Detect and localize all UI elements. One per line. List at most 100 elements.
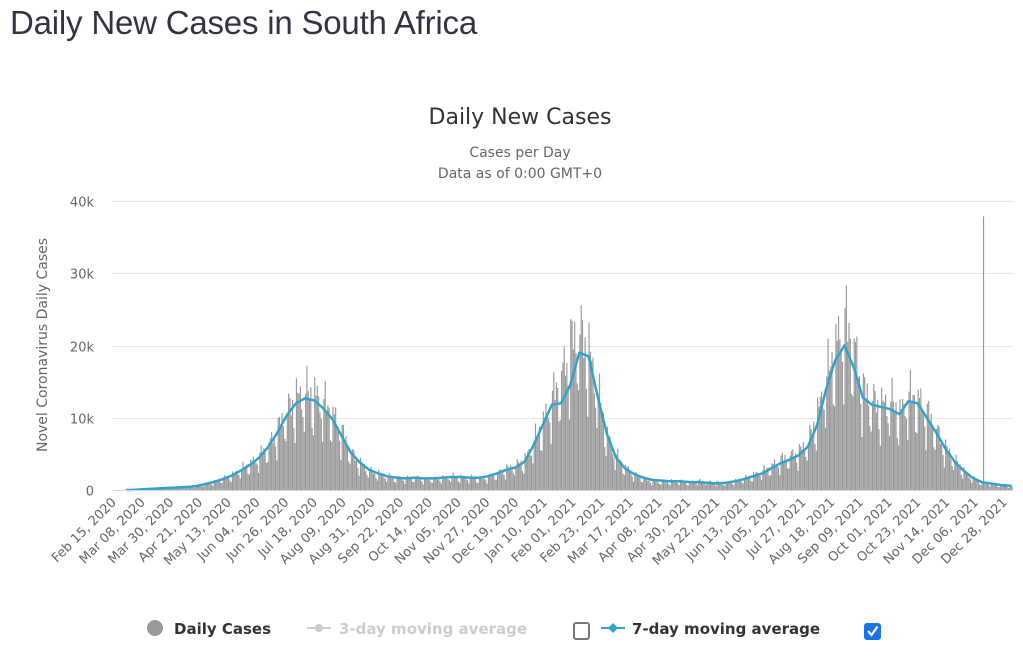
daily-case-bar [419, 478, 422, 490]
daily-case-bar [948, 448, 951, 490]
daily-case-bar [932, 426, 934, 490]
daily-case-bar [642, 482, 644, 490]
daily-case-bar [383, 477, 385, 490]
daily-case-bar [1011, 486, 1013, 490]
daily-case-bar [524, 453, 526, 490]
daily-case-bar [337, 429, 339, 490]
daily-case-bar [267, 462, 269, 490]
daily-case-bar [736, 480, 738, 490]
daily-case-bar [837, 316, 840, 490]
legend-item-daily-cases[interactable]: Daily Cases [147, 620, 271, 638]
daily-case-bar [353, 450, 355, 490]
daily-case-bar [662, 479, 665, 490]
seven-day-average-checkbox[interactable] [864, 623, 881, 640]
daily-case-bar [713, 483, 716, 490]
daily-case-bar [572, 349, 574, 490]
daily-case-bar [325, 411, 328, 490]
daily-case-bar [477, 482, 479, 490]
daily-case-bar [913, 395, 915, 490]
daily-case-bar [887, 423, 889, 490]
daily-case-bar [613, 458, 615, 490]
daily-case-bar [874, 390, 876, 490]
daily-case-bar [214, 480, 217, 490]
legend-item-3-day-average[interactable]: 3-day moving average [307, 620, 527, 638]
daily-case-bar [431, 482, 433, 490]
daily-case-bar [425, 477, 427, 490]
daily-case-bar [653, 480, 655, 490]
daily-case-bar [943, 467, 945, 490]
daily-case-bar [762, 470, 764, 490]
daily-case-bar [438, 477, 440, 490]
legend-item-7-day-average[interactable]: 7-day moving average [601, 620, 820, 638]
daily-case-bar [329, 440, 331, 490]
daily-case-bar [468, 483, 470, 490]
daily-case-bar [408, 479, 410, 490]
daily-case-bar [771, 463, 773, 490]
daily-case-bar [179, 487, 181, 490]
daily-case-bar [375, 478, 377, 490]
daily-case-bar [217, 479, 219, 490]
daily-case-bar [193, 488, 196, 490]
daily-case-bar [457, 481, 460, 490]
daily-case-bar [873, 383, 875, 490]
daily-case-bar [581, 320, 584, 490]
daily-case-bar [460, 474, 462, 490]
daily-case-bar [547, 418, 550, 490]
daily-case-bar [980, 485, 982, 490]
daily-case-bar [277, 417, 279, 490]
daily-case-bar [250, 459, 252, 490]
daily-case-bar [858, 375, 861, 490]
daily-case-bar [406, 475, 409, 490]
daily-case-bar [439, 481, 441, 490]
daily-case-bar [251, 462, 253, 490]
daily-case-bar [478, 477, 480, 490]
daily-case-bar [358, 475, 360, 490]
daily-case-bar [749, 475, 751, 490]
daily-case-bar [238, 474, 240, 490]
daily-case-bar [350, 451, 352, 490]
daily-case-bar [427, 477, 429, 490]
daily-case-bar [675, 482, 678, 490]
daily-case-bar [474, 478, 476, 490]
daily-case-bar [807, 442, 810, 490]
daily-case-bar [195, 485, 197, 490]
daily-case-bar [813, 421, 815, 490]
daily-case-bar [319, 412, 321, 490]
daily-case-bar [847, 341, 849, 490]
daily-case-bar [305, 394, 307, 490]
daily-case-bar [331, 441, 333, 490]
daily-case-bar [965, 471, 968, 490]
daily-case-bar [261, 455, 264, 490]
daily-case-bar [363, 463, 365, 490]
daily-case-bar [661, 481, 663, 490]
daily-case-bar [204, 483, 206, 490]
daily-case-bar [917, 389, 919, 490]
daily-case-bar [242, 461, 244, 490]
daily-case-bar [834, 406, 836, 490]
daily-case-bar [549, 422, 551, 490]
daily-case-bar [971, 482, 973, 490]
daily-case-bar [264, 450, 266, 490]
daily-case-bar [557, 387, 559, 490]
daily-case-bar [979, 484, 981, 490]
daily-case-bar [555, 382, 557, 490]
daily-case-bar [382, 473, 384, 490]
three-day-average-checkbox[interactable] [573, 622, 590, 640]
daily-case-bar [733, 485, 735, 490]
y-tick-label: 20k [70, 341, 95, 356]
chart-subtitle-line-2: Data as of 0:00 GMT+0 [438, 166, 602, 182]
daily-case-bar [340, 459, 342, 490]
daily-case-bar [336, 426, 338, 490]
daily-case-bar [422, 484, 424, 490]
daily-case-bar [740, 481, 742, 490]
daily-case-bar [696, 485, 699, 490]
daily-case-bar [436, 479, 439, 490]
daily-case-bar [972, 478, 974, 490]
daily-case-bar [664, 480, 666, 490]
y-axis-label: Novel Coronavirus Daily Cases [35, 238, 51, 452]
daily-case-bar [280, 427, 282, 490]
daily-case-bar [260, 445, 262, 490]
daily-case-bar [724, 485, 726, 490]
daily-case-bar [623, 474, 625, 490]
daily-case-bar [883, 402, 885, 490]
